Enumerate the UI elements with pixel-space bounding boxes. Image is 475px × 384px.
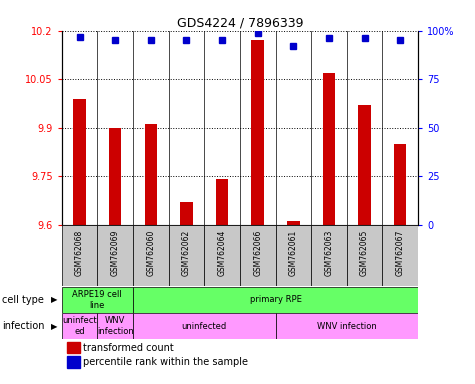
Bar [62, 313, 97, 339]
Text: infection: infection [2, 321, 45, 331]
Text: uninfect
ed: uninfect ed [62, 316, 97, 336]
Bar [62, 287, 133, 313]
Text: WNV infection: WNV infection [317, 321, 377, 331]
Text: GSM762067: GSM762067 [396, 230, 405, 276]
Text: uninfected: uninfected [181, 321, 227, 331]
Bar [144, 124, 157, 225]
Bar [109, 127, 122, 225]
Bar [97, 313, 133, 339]
Bar [358, 105, 371, 225]
Bar [204, 225, 240, 286]
Bar [180, 202, 193, 225]
Bar [311, 225, 347, 286]
Text: percentile rank within the sample: percentile rank within the sample [83, 357, 248, 367]
Text: ▶: ▶ [51, 295, 58, 305]
Text: transformed count: transformed count [83, 343, 174, 353]
Bar [133, 287, 418, 313]
Text: GSM762069: GSM762069 [111, 230, 120, 276]
Bar [276, 313, 418, 339]
Text: ▶: ▶ [51, 321, 58, 331]
Text: GSM762060: GSM762060 [146, 230, 155, 276]
Bar [394, 144, 407, 225]
Bar [133, 313, 276, 339]
Text: ARPE19 cell
line: ARPE19 cell line [73, 290, 122, 310]
Text: WNV
infection: WNV infection [97, 316, 133, 336]
Bar [323, 73, 335, 225]
Bar [133, 225, 169, 286]
Bar [216, 179, 228, 225]
Text: GSM762063: GSM762063 [324, 230, 333, 276]
Bar [382, 225, 418, 286]
Bar [347, 225, 382, 286]
Text: GSM762062: GSM762062 [182, 230, 191, 276]
Bar [251, 40, 264, 225]
Bar [240, 225, 276, 286]
Text: GSM762066: GSM762066 [253, 230, 262, 276]
Bar [287, 222, 300, 225]
Text: GSM762065: GSM762065 [360, 230, 369, 276]
Text: cell type: cell type [2, 295, 44, 305]
Text: GSM762061: GSM762061 [289, 230, 298, 276]
Bar [73, 99, 86, 225]
Title: GDS4224 / 7896339: GDS4224 / 7896339 [177, 17, 303, 30]
Text: GSM762064: GSM762064 [218, 230, 227, 276]
Bar [97, 225, 133, 286]
Bar [169, 225, 204, 286]
Bar [276, 225, 311, 286]
Text: primary RPE: primary RPE [249, 295, 302, 305]
Text: GSM762068: GSM762068 [75, 230, 84, 276]
Bar [62, 225, 97, 286]
